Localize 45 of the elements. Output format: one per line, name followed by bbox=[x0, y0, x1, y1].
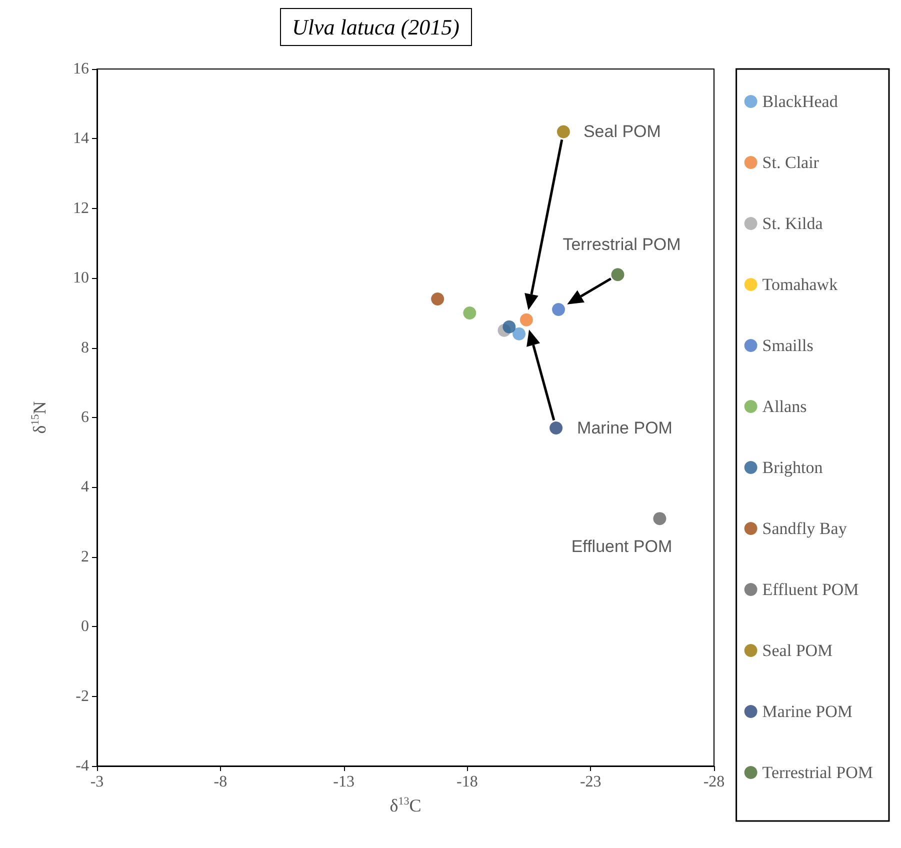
y-tick-label: 12 bbox=[73, 200, 89, 217]
y-tick-label: 6 bbox=[81, 409, 89, 426]
legend-label: Marine POM bbox=[762, 702, 853, 721]
y-tick-label: -2 bbox=[76, 688, 89, 705]
legend-label: BlackHead bbox=[762, 92, 838, 111]
legend-label: St. Kilda bbox=[762, 214, 824, 233]
legend-label: Brighton bbox=[762, 458, 824, 477]
y-tick-label: 8 bbox=[81, 339, 89, 356]
x-tick-label: -28 bbox=[703, 774, 725, 790]
annotation: Seal POM bbox=[583, 122, 661, 142]
y-axis-title: δ15N bbox=[30, 401, 50, 434]
point bbox=[653, 512, 666, 526]
x-tick-label: -23 bbox=[580, 774, 602, 790]
legend-label: Tomahawk bbox=[762, 275, 838, 294]
annotation: Terrestrial POM bbox=[562, 235, 681, 254]
annotation: Marine POM bbox=[577, 418, 672, 438]
point bbox=[512, 327, 526, 340]
chart-title: Ulva latuca (2015) bbox=[292, 14, 460, 40]
y-tick-label: 16 bbox=[73, 60, 89, 78]
y-tick-label: 2 bbox=[81, 548, 89, 566]
legend-label: Smaills bbox=[762, 336, 814, 355]
annotation: Effluent POM bbox=[571, 537, 672, 556]
x-tick-label: -3 bbox=[90, 774, 104, 790]
point bbox=[520, 313, 533, 326]
legend-label: Terrestrial POM bbox=[762, 763, 874, 782]
point bbox=[431, 292, 444, 306]
legend-label: Sandfly Bay bbox=[762, 519, 848, 538]
x-tick-label: -13 bbox=[333, 774, 354, 790]
point bbox=[556, 125, 570, 138]
point bbox=[502, 320, 516, 334]
x-tick-label: -8 bbox=[214, 774, 228, 790]
legend-label: Effluent POM bbox=[762, 580, 859, 599]
y-tick-label: 4 bbox=[81, 478, 89, 496]
y-tick-label: -4 bbox=[76, 758, 89, 774]
x-tick-label: -18 bbox=[456, 774, 478, 790]
point bbox=[611, 268, 624, 282]
y-tick-label: 0 bbox=[81, 618, 89, 636]
y-tick-label: 10 bbox=[73, 270, 89, 287]
y-tick-label: 14 bbox=[73, 130, 89, 148]
point bbox=[463, 306, 476, 320]
legend-label: Allans bbox=[762, 397, 807, 416]
legend-label: St. Clair bbox=[762, 153, 820, 172]
point bbox=[552, 302, 566, 316]
point bbox=[550, 421, 563, 434]
legend-label: Seal POM bbox=[762, 641, 833, 660]
